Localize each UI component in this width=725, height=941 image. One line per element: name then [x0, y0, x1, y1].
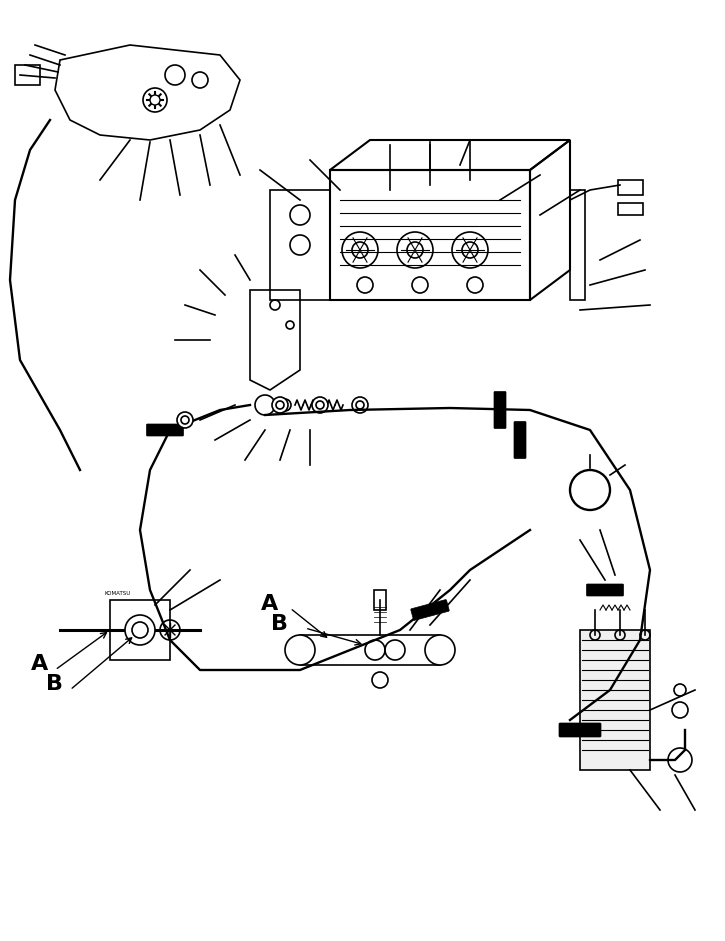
Circle shape [177, 412, 193, 428]
Circle shape [125, 615, 155, 645]
Bar [330, 170, 530, 300]
Circle shape [312, 397, 328, 413]
Bar [618, 180, 643, 195]
Circle shape [150, 95, 160, 105]
Text: KOMATSU: KOMATSU [105, 591, 131, 596]
Circle shape [272, 397, 288, 413]
Bar [374, 590, 386, 610]
FancyBboxPatch shape [514, 422, 526, 458]
Polygon shape [580, 630, 650, 770]
Text: A: A [31, 654, 49, 674]
FancyBboxPatch shape [411, 599, 450, 620]
Text: B: B [271, 614, 289, 634]
Circle shape [425, 635, 455, 665]
Text: B: B [46, 674, 64, 694]
Bar [15, 65, 40, 85]
FancyBboxPatch shape [587, 584, 624, 596]
Circle shape [352, 397, 368, 413]
Circle shape [285, 635, 315, 665]
Bar [618, 203, 643, 215]
Text: A: A [262, 594, 278, 614]
Bar [570, 190, 585, 300]
FancyBboxPatch shape [559, 723, 601, 737]
FancyBboxPatch shape [494, 391, 506, 428]
FancyBboxPatch shape [146, 424, 183, 436]
